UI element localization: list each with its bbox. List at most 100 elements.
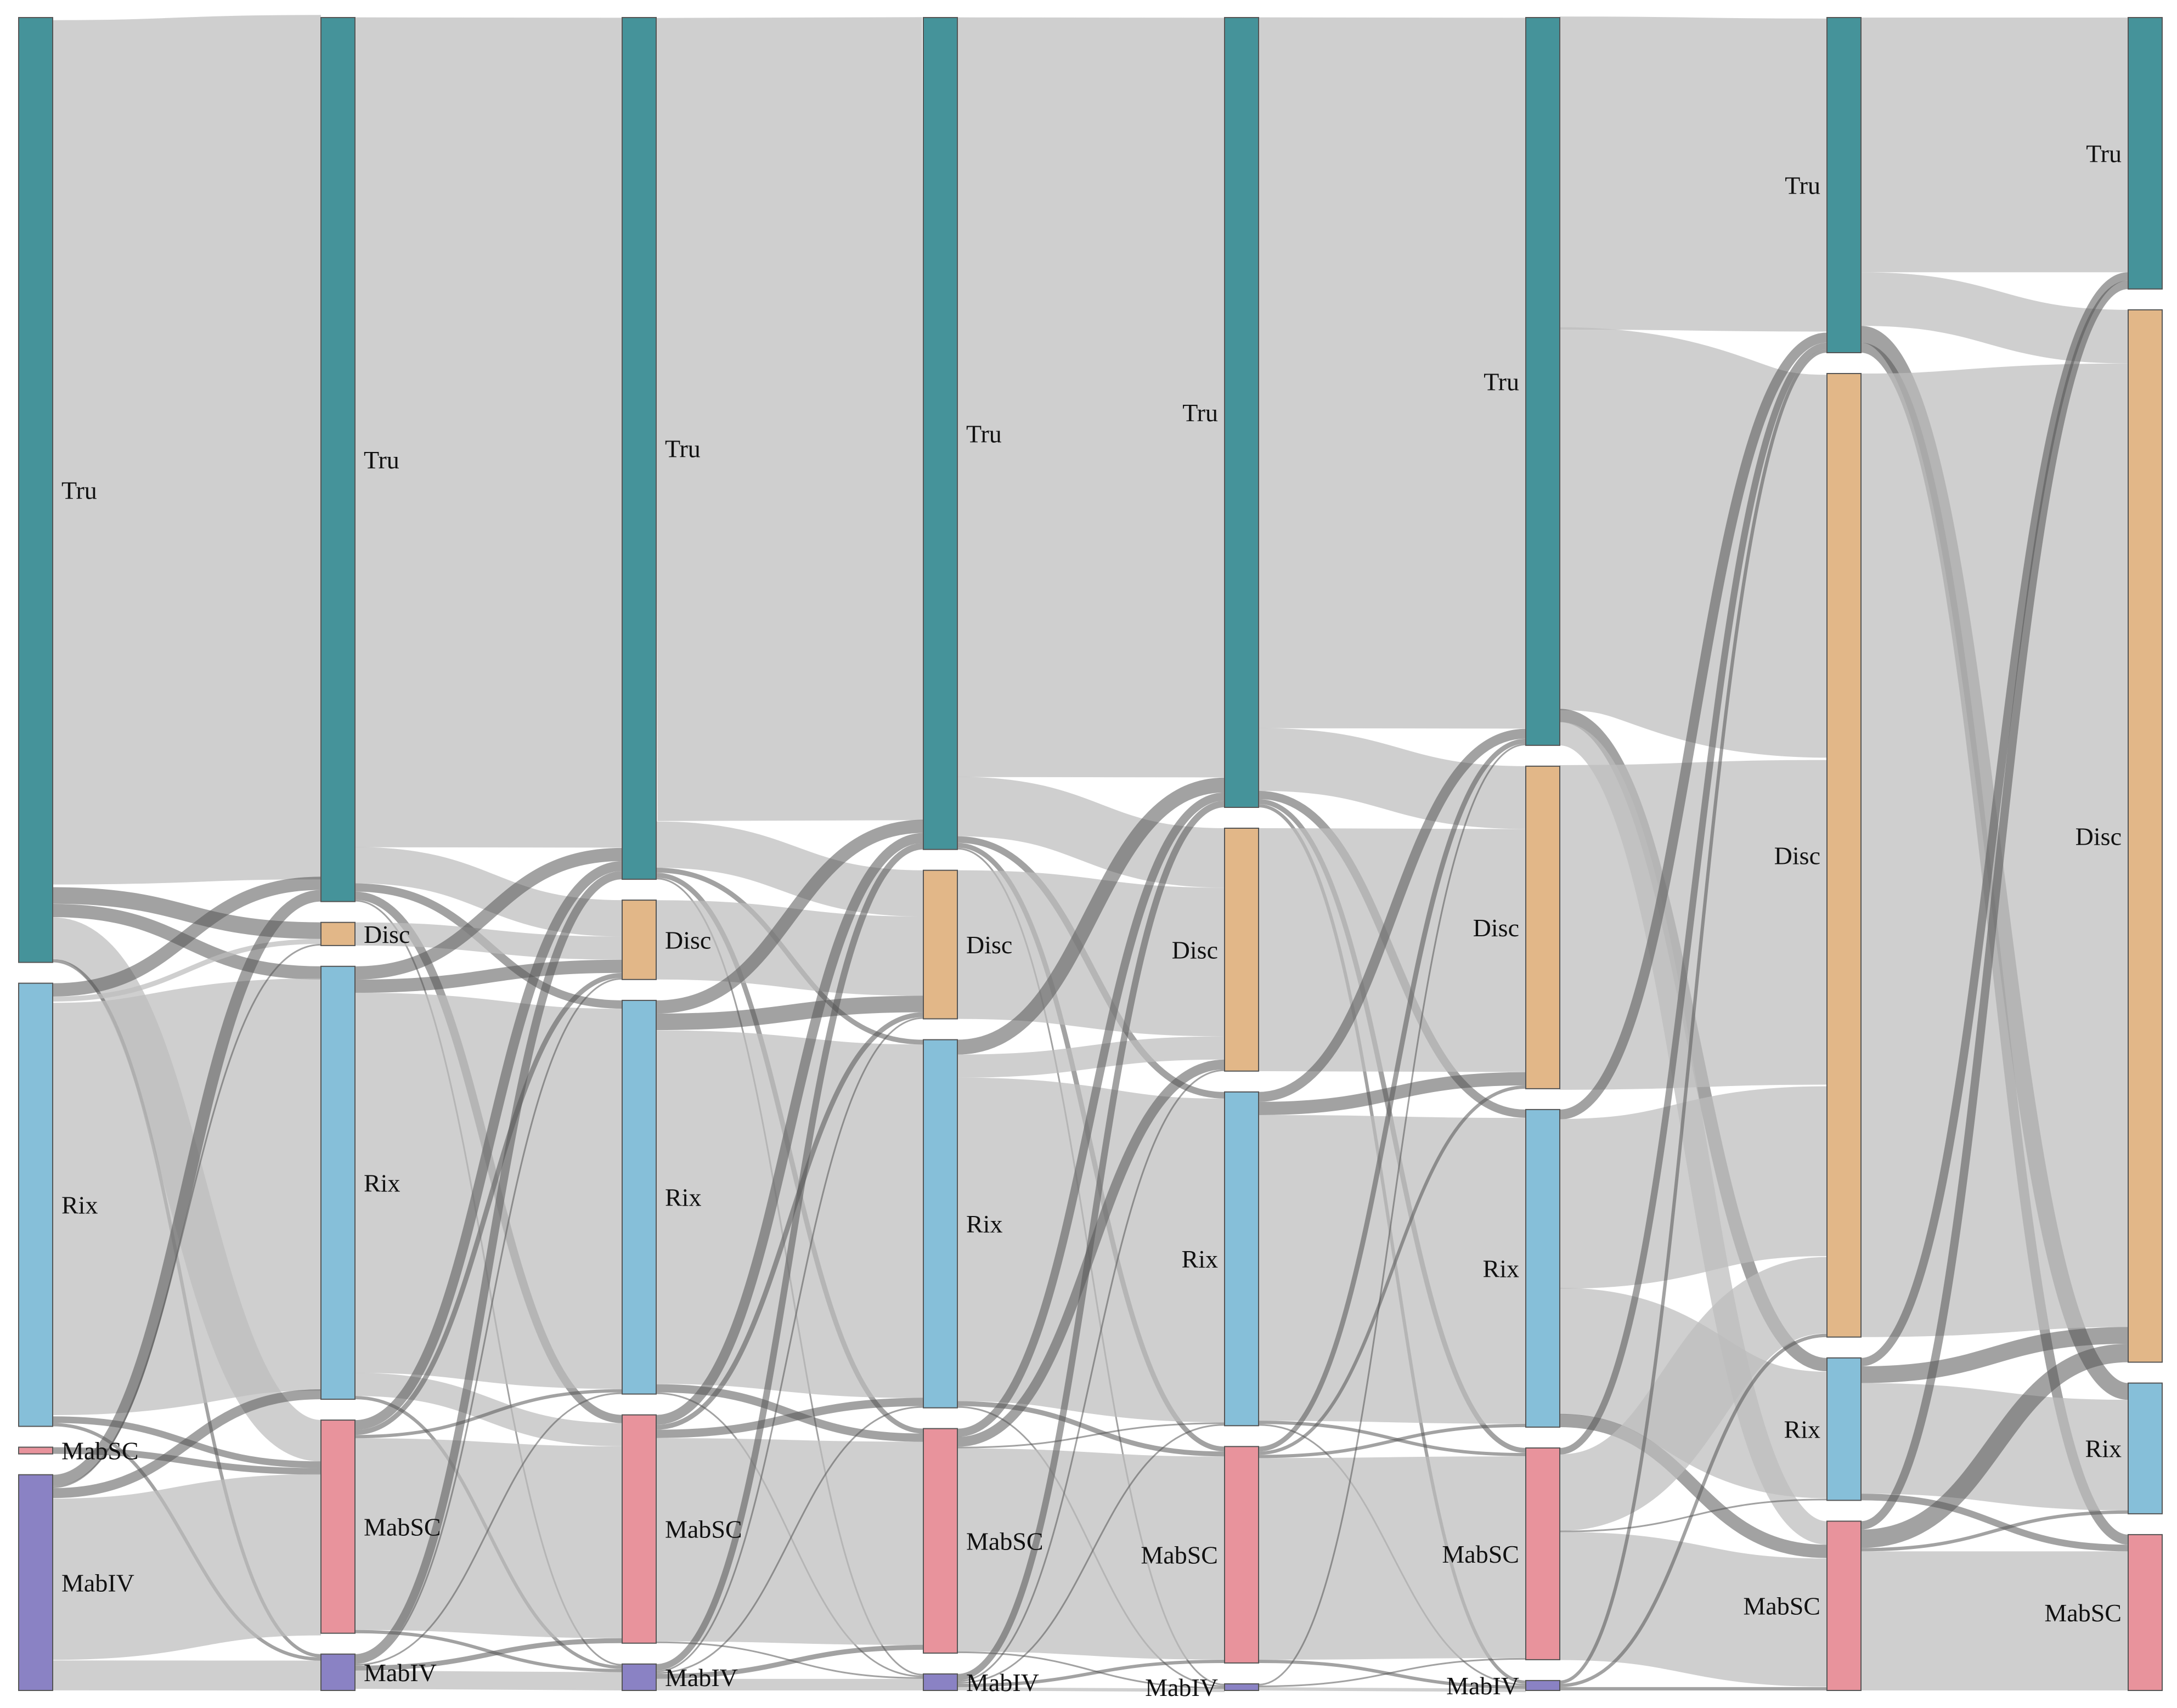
node-col3-mabsc: [622, 1414, 657, 1644]
link-1-mabiv-to-disc: [354, 977, 623, 1664]
node-label-col7-disc: Disc: [1774, 841, 1820, 869]
node-col6-mabsc: [1525, 1447, 1560, 1660]
link-5-tru-to-disc: [1557, 327, 1830, 758]
node-col6-disc: [1525, 765, 1560, 1089]
link-5-mabsc-to-tru: [1559, 342, 1828, 1455]
link-5-mabsc-to-disc: [1558, 1257, 1829, 1531]
node-col3-disc: [622, 900, 657, 980]
link-2-rix-to-tru: [656, 819, 924, 1014]
node-col2-rix: [320, 965, 356, 1400]
link-3-rix-to-disc: [957, 1036, 1225, 1078]
link-0-mabiv-to-rix: [52, 1389, 322, 1498]
link-5-rix-to-mabsc: [1559, 1413, 1828, 1558]
node-col8-rix: [2128, 1382, 2163, 1514]
node-col8-mabsc: [2128, 1534, 2163, 1691]
node-label-col6-rix: Rix: [1483, 1254, 1519, 1282]
link-4-disc-to-disc: [1258, 828, 1526, 1072]
link-4-rix-to-tru: [1258, 728, 1526, 1102]
link-6-rix-to-mabsc: [1860, 1494, 2129, 1552]
link-3-mabiv-to-mabsc: [957, 1659, 1225, 1687]
link-4-mabsc-to-mabsc: [1258, 1456, 1526, 1660]
link-4-mabsc-to-rix: [1258, 1423, 1526, 1458]
link-4-tru-to-tru: [1258, 17, 1526, 729]
link-3-mabiv-to-rix: [957, 1424, 1225, 1684]
node-label-col3-rix: Rix: [665, 1184, 701, 1212]
link-6-rix-to-tru: [1860, 272, 2129, 1367]
node-col8-disc: [2128, 309, 2163, 1363]
link-0-mabiv-to-mabsc: [52, 1474, 322, 1660]
node-col1-tru: [18, 17, 53, 963]
node-label-col7-tru: Tru: [1785, 172, 1820, 200]
node-label-col3-disc: Disc: [665, 926, 711, 954]
node-col2-mabsc: [320, 1419, 356, 1634]
link-3-disc-to-disc: [957, 870, 1225, 1037]
node-label-col5-disc: Disc: [1172, 936, 1218, 964]
node-label-col4-rix: Rix: [966, 1210, 1002, 1238]
node-label-col2-disc: Disc: [364, 920, 410, 948]
link-2-mabiv-to-rix: [656, 1406, 924, 1674]
node-col5-rix: [1224, 1091, 1259, 1427]
node-col4-tru: [923, 17, 958, 850]
node-col8-tru: [2128, 17, 2163, 290]
node-col6-tru: [1525, 17, 1560, 746]
node-col1-mabsc: [18, 1446, 53, 1455]
link-6-rix-to-disc: [1860, 1327, 2129, 1383]
link-0-rix-to-tru: [52, 876, 322, 997]
link-3-mabsc-to-tru: [957, 792, 1225, 1437]
link-6-mabsc-to-rix: [1860, 1510, 2129, 1552]
node-label-col6-mabiv: MabIV: [1446, 1672, 1519, 1700]
node-label-col6-tru: Tru: [1484, 367, 1519, 395]
node-col7-rix: [1826, 1357, 1862, 1501]
link-1-disc-to-disc: [354, 922, 623, 960]
link-4-rix-to-mabsc: [1258, 1421, 1526, 1456]
link-2-tru-to-tru: [656, 17, 924, 821]
node-label-col8-rix: Rix: [2085, 1435, 2122, 1463]
node-label-col1-tru: Tru: [61, 476, 97, 504]
node-col5-mabiv: [1224, 1683, 1259, 1691]
node-label-col8-disc: Disc: [2076, 822, 2122, 850]
link-4-mabiv-to-tru: [1258, 743, 1526, 1686]
link-2-mabiv-to-mabsc: [656, 1644, 924, 1679]
node-label-col7-mabsc: MabSC: [1743, 1592, 1820, 1620]
link-1-mabsc-to-mabsc: [354, 1438, 623, 1638]
link-4-mabsc-to-mabiv: [1258, 1659, 1526, 1689]
node-label-col4-tru: Tru: [966, 420, 1002, 448]
link-2-mabiv-to-tru: [656, 842, 924, 1671]
link-3-mabiv-to-mabiv: [957, 1687, 1225, 1692]
node-label-col2-mabsc: MabSC: [364, 1513, 441, 1541]
link-3-mabsc-to-mabiv: [957, 1651, 1225, 1689]
node-label-col2-mabiv: MabIV: [364, 1659, 437, 1687]
link-1-rix-to-tru: [354, 847, 623, 980]
node-col2-disc: [320, 921, 356, 946]
link-1-mabsc-to-disc: [354, 972, 623, 1435]
node-col3-mabiv: [622, 1663, 657, 1692]
node-col6-mabiv: [1525, 1679, 1560, 1691]
node-label-col7-rix: Rix: [1784, 1416, 1820, 1444]
node-col2-mabiv: [320, 1653, 356, 1691]
labels-layer: Tru Rix MabSC MabIV Tru Disc Rix MabSC MabIV Tru D…: [61, 140, 2122, 1702]
node-label-col5-mabiv: MabIV: [1145, 1673, 1218, 1701]
link-3-mabiv-to-disc: [957, 1069, 1225, 1682]
node-col4-disc: [923, 869, 958, 1020]
link-4-mabsc-to-disc: [1258, 1085, 1526, 1455]
node-label-col8-mabsc: MabSC: [2044, 1599, 2122, 1627]
link-0-rix-to-disc: [52, 938, 322, 1002]
node-col4-mabiv: [923, 1673, 958, 1691]
node-label-col1-mabiv: MabIV: [61, 1569, 134, 1597]
link-6-mabsc-to-disc: [1860, 1343, 2129, 1548]
node-label-col5-mabsc: MabSC: [1141, 1541, 1218, 1569]
node-label-col5-tru: Tru: [1182, 399, 1218, 427]
node-label-col3-tru: Tru: [665, 435, 701, 463]
link-1-mabiv-to-tru: [354, 871, 623, 1662]
link-4-mabiv-to-mabsc: [1258, 1658, 1526, 1687]
link-1-mabsc-to-tru: [354, 861, 623, 1430]
node-label-col3-mabiv: MabIV: [665, 1664, 738, 1692]
node-col5-tru: [1224, 17, 1259, 808]
node-label-col4-mabiv: MabIV: [966, 1669, 1039, 1696]
link-5-rix-to-disc: [1559, 1086, 1828, 1289]
node-col2-tru: [320, 17, 356, 902]
node-label-col8-tru: Tru: [2086, 140, 2122, 168]
link-1-mabiv-to-mabiv: [354, 1670, 623, 1691]
node-col3-tru: [622, 17, 657, 880]
link-5-mabiv-to-tru: [1559, 349, 1828, 1684]
